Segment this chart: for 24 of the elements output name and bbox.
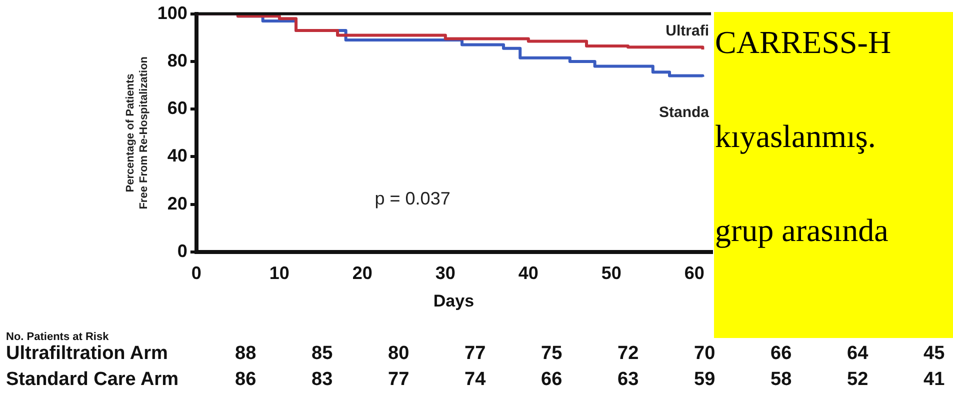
- text: grup arasında: [715, 212, 888, 249]
- text: Ultrafiltration Arm 88 85 80 77 75 72 70 66 64 45: [6, 343, 945, 364]
- y-tick-label: 100: [157, 2, 188, 23]
- x-tick-label: 60: [684, 262, 704, 283]
- x-tick-label: 30: [435, 262, 456, 283]
- text: CARRESS-H: [715, 24, 892, 61]
- y-tick-label: 60: [167, 98, 188, 118]
- text: Standard Care Arm 86 83 77 74 66 63 59 58 52 41: [6, 369, 945, 390]
- annotation: p = 0.037: [374, 188, 450, 208]
- series-label: Ultrafi: [666, 22, 709, 40]
- series-label: Standa: [658, 104, 710, 121]
- x-tick-label: 20: [352, 262, 372, 283]
- y-tick-label: 0: [177, 240, 188, 261]
- x-tick-label: 40: [518, 262, 538, 283]
- y-tick-label: 40: [167, 146, 188, 166]
- y-tick-label: 80: [167, 50, 188, 70]
- x-tick-label: 0: [191, 262, 202, 283]
- y-axis-title: Percentage of Patients Free From Re-Hospitalization: [124, 56, 150, 210]
- text: No. Patients at Risk: [6, 331, 109, 343]
- x-tick-label: 10: [269, 262, 290, 283]
- x-axis-title: Days: [433, 291, 474, 310]
- y-tick-label: 20: [167, 193, 188, 214]
- x-tick-label: 50: [601, 262, 622, 283]
- text: kıyaslanmış.: [715, 118, 876, 155]
